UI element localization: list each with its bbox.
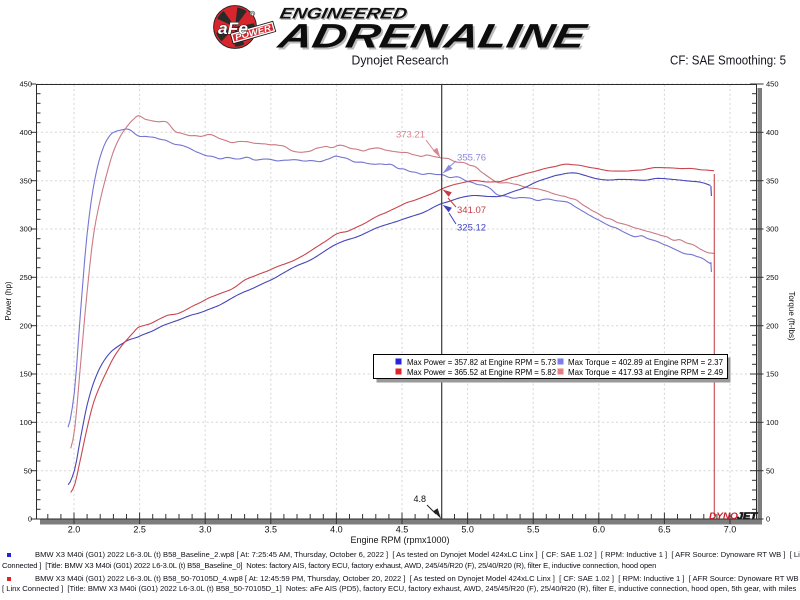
svg-text:325.12: 325.12 <box>457 223 486 234</box>
svg-text:250: 250 <box>766 273 779 282</box>
svg-text:Power (hp): Power (hp) <box>4 281 13 320</box>
svg-text:Engine RPM (rpmx1000): Engine RPM (rpmx1000) <box>350 535 449 545</box>
svg-text:DYNO: DYNO <box>709 511 738 521</box>
svg-text:0: 0 <box>766 515 770 524</box>
svg-text:300: 300 <box>766 225 779 234</box>
svg-text:341.07: 341.07 <box>457 205 486 216</box>
svg-text:4.0: 4.0 <box>330 525 343 535</box>
svg-text:350: 350 <box>19 176 32 185</box>
svg-text:400: 400 <box>766 128 779 137</box>
svg-text:6.0: 6.0 <box>593 525 606 535</box>
svg-text:350: 350 <box>766 176 779 185</box>
svg-text:5.5: 5.5 <box>527 525 540 535</box>
svg-text:5.0: 5.0 <box>461 525 474 535</box>
svg-text:100: 100 <box>766 418 779 427</box>
svg-text:200: 200 <box>19 321 32 330</box>
svg-text:ADRENALINE: ADRENALINE <box>276 20 593 58</box>
svg-text:2.5: 2.5 <box>133 525 146 535</box>
svg-text:150: 150 <box>766 370 779 379</box>
svg-text:450: 450 <box>19 80 32 89</box>
svg-text:Torque (ft-lbs): Torque (ft-lbs) <box>787 291 796 341</box>
svg-text:4.5: 4.5 <box>396 525 409 535</box>
svg-text:ENGINEERED: ENGINEERED <box>278 6 409 23</box>
svg-text:CF: SAE Smoothing: 5: CF: SAE Smoothing: 5 <box>670 53 786 68</box>
svg-text:355.76: 355.76 <box>457 153 486 164</box>
svg-text:3.5: 3.5 <box>265 525 278 535</box>
svg-text:ENGINEERED: ENGINEERED <box>279 7 410 24</box>
svg-text:7.0: 7.0 <box>724 525 737 535</box>
svg-text:ADRENALINE: ADRENALINE <box>274 18 591 56</box>
svg-text:JET: JET <box>737 511 759 521</box>
svg-text:0: 0 <box>28 515 32 524</box>
svg-text:Max Torque = 402.89 at Engine: Max Torque = 402.89 at Engine RPM = 2.37 <box>568 357 723 367</box>
svg-text:150: 150 <box>19 370 32 379</box>
svg-text:Dynojet Research: Dynojet Research <box>352 53 449 68</box>
svg-text:2.0: 2.0 <box>68 525 81 535</box>
svg-text:400: 400 <box>19 128 32 137</box>
svg-text:Max Power = 365.52 at Engine R: Max Power = 365.52 at Engine RPM = 5.82 <box>407 367 556 377</box>
svg-text:Max Torque = 417.93 at Engine: Max Torque = 417.93 at Engine RPM = 2.49 <box>568 367 723 377</box>
svg-text:450: 450 <box>766 80 779 89</box>
svg-text:4.8: 4.8 <box>413 494 426 504</box>
svg-text:50: 50 <box>766 466 774 475</box>
svg-text:R: R <box>251 11 255 16</box>
svg-text:373.21: 373.21 <box>396 130 425 141</box>
svg-text:200: 200 <box>766 321 779 330</box>
svg-text:6.5: 6.5 <box>658 525 671 535</box>
svg-text:100: 100 <box>19 418 32 427</box>
svg-text:aFe: aFe <box>218 20 248 38</box>
svg-text:3.0: 3.0 <box>199 525 212 535</box>
svg-text:250: 250 <box>19 273 32 282</box>
svg-text:50: 50 <box>24 466 32 475</box>
svg-text:300: 300 <box>19 225 32 234</box>
svg-text:Max Power = 357.82 at Engine R: Max Power = 357.82 at Engine RPM = 5.73 <box>407 357 556 367</box>
